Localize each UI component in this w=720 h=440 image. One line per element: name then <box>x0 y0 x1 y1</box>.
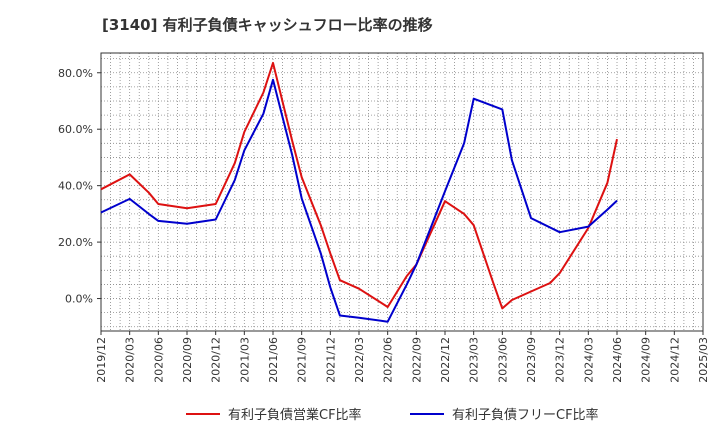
x-tick-label: 2023/03 <box>468 337 481 383</box>
x-tick-label: 2023/12 <box>554 337 567 383</box>
legend-label-2: 有利子負債フリーCF比率 <box>452 407 599 423</box>
x-tick-label: 2022/09 <box>410 337 423 383</box>
x-tick-label: 2024/03 <box>582 337 595 383</box>
x-tick-label: 2021/06 <box>267 337 280 383</box>
y-tick-label: 0.0% <box>65 293 93 306</box>
y-tick-label: 20.0% <box>58 236 93 249</box>
x-tick-label: 2024/12 <box>668 337 681 383</box>
x-tick-label: 2021/09 <box>296 337 309 383</box>
y-tick-label: 60.0% <box>58 123 93 136</box>
x-tick-label: 2024/06 <box>611 337 624 383</box>
x-tick-label: 2021/03 <box>238 337 251 383</box>
x-tick-label: 2024/09 <box>640 337 653 383</box>
plot-border <box>100 52 704 332</box>
x-tick-label: 2022/06 <box>382 337 395 383</box>
x-tick-label: 2020/09 <box>181 337 194 383</box>
x-tick-label: 2022/03 <box>353 337 366 383</box>
x-tick-label: 2020/03 <box>124 337 137 383</box>
legend-label-1: 有利子負債営業CF比率 <box>228 407 362 423</box>
plot-area <box>101 53 703 331</box>
series-line-2 <box>100 78 618 323</box>
x-tick-label: 2020/06 <box>152 337 165 383</box>
x-tick-label: 2023/09 <box>525 337 538 383</box>
x-tick-label: 2023/06 <box>496 337 509 383</box>
x-tick-label: 2019/12 <box>95 337 108 383</box>
x-tick-label: 2020/12 <box>210 337 223 383</box>
x-tick-label: 2021/12 <box>324 337 337 383</box>
y-tick-label: 80.0% <box>58 67 93 80</box>
y-tick-label: 40.0% <box>58 180 93 193</box>
x-tick-label: 2022/12 <box>439 337 452 383</box>
x-tick-label: 2025/03 <box>697 337 710 383</box>
chart-title: [3140] 有利子負債キャッシュフロー比率の推移 <box>102 16 433 34</box>
series-line-1 <box>100 61 618 310</box>
